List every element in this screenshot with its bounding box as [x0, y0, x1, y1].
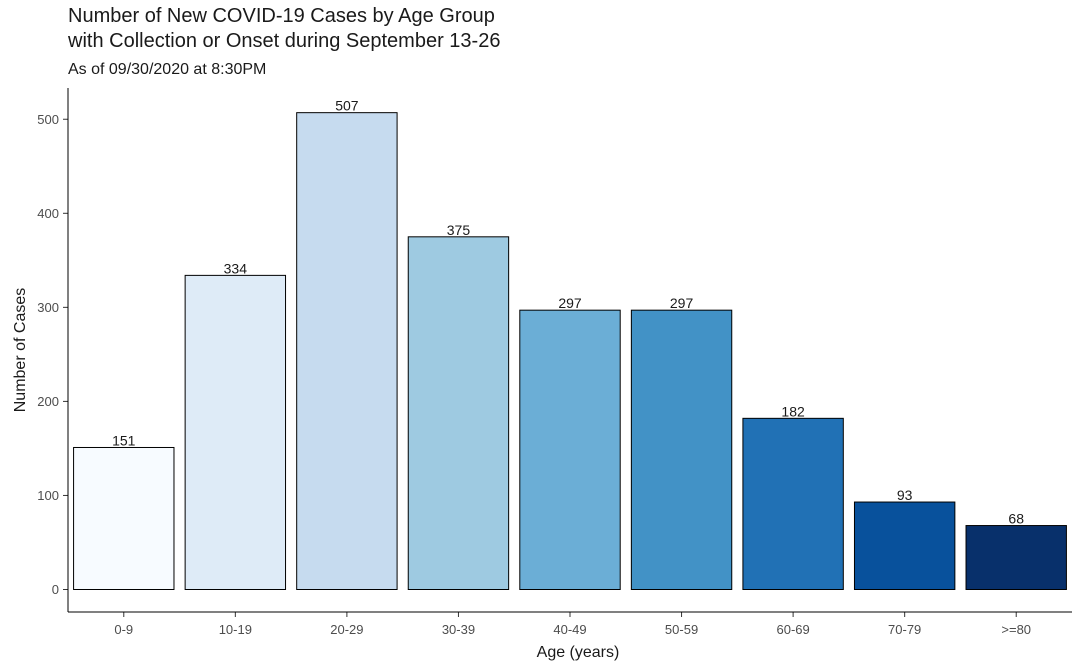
data-label: 334 [224, 260, 248, 276]
x-tick-label: >=80 [1001, 622, 1031, 637]
bar->=80 [965, 525, 1067, 591]
y-tick-label: 100 [37, 488, 59, 503]
y-tick-label: 200 [37, 394, 59, 409]
x-tick-label: 20-29 [330, 622, 363, 637]
data-label: 297 [670, 295, 694, 311]
bar-10-19 [184, 274, 287, 590]
chart-subtitle: As of 09/30/2020 at 8:30PM [68, 61, 267, 78]
x-tick-label: 30-39 [442, 622, 475, 637]
x-axis-title: Age (years) [537, 644, 620, 661]
bar-50-59 [630, 309, 733, 590]
bar-40-49 [519, 309, 621, 590]
bar-20-29 [296, 112, 398, 590]
x-tick-label: 60-69 [776, 622, 809, 637]
chart-title: Number of New COVID-19 Cases by Age Grou… [68, 4, 500, 54]
bar-70-79 [853, 501, 956, 591]
y-tick-label: 500 [37, 112, 59, 127]
bar-0-9 [73, 446, 175, 590]
bar-60-69 [742, 417, 844, 591]
x-tick-label: 10-19 [219, 622, 252, 637]
x-tick-label: 70-79 [888, 622, 921, 637]
x-tick-label: 40-49 [553, 622, 586, 637]
bars: 151 334 507 375 297 297 182 93 68 [73, 98, 1067, 591]
data-label: 151 [112, 432, 136, 448]
data-label: 93 [897, 487, 913, 503]
data-label: 507 [335, 98, 359, 114]
y-tick-label: 0 [52, 582, 59, 597]
bar-30-39 [407, 236, 510, 590]
x-tick-label: 50-59 [665, 622, 698, 637]
y-axis-ticks: 0 100 200 300 400 500 [37, 112, 68, 597]
data-label: 297 [558, 295, 582, 311]
chart-title-line-2: with Collection or Onset during Septembe… [68, 30, 501, 52]
data-label: 375 [447, 222, 471, 238]
data-label: 68 [1008, 511, 1024, 527]
chart-title-line-1: Number of New COVID-19 Cases by Age Grou… [68, 5, 495, 27]
x-axis-ticks: 0-9 10-19 20-29 30-39 40-49 50-59 60-69 70-79 >=… [114, 612, 1031, 637]
x-tick-label: 0-9 [114, 622, 133, 637]
y-tick-label: 300 [37, 300, 59, 315]
y-tick-label: 400 [37, 206, 59, 221]
data-label: 182 [781, 403, 805, 419]
y-axis-title: Number of Cases [12, 288, 29, 413]
